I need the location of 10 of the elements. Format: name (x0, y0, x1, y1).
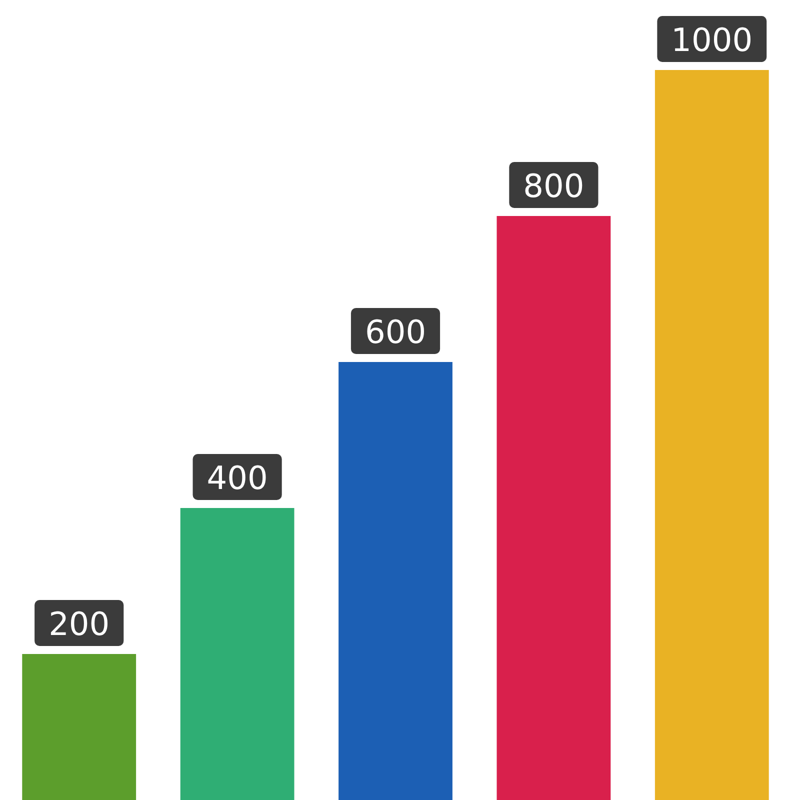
data-label: 600 (364, 313, 426, 351)
data-label: 400 (206, 459, 268, 497)
data-label: 1000 (671, 21, 753, 59)
bar (496, 216, 611, 800)
bar (338, 362, 452, 800)
bar (654, 70, 769, 800)
bar (180, 508, 294, 800)
bar (22, 654, 136, 800)
data-label: 800 (523, 167, 584, 205)
data-label: 200 (48, 605, 110, 643)
